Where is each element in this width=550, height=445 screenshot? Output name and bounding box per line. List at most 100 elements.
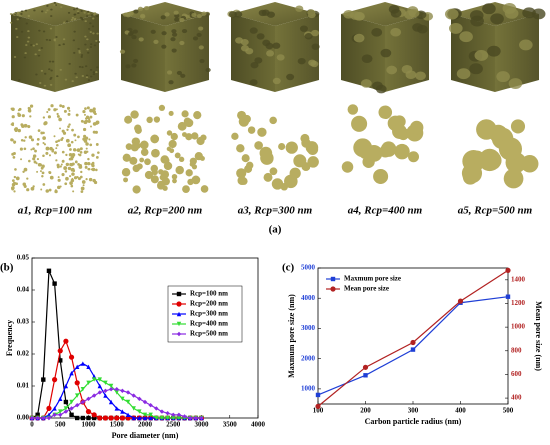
particle xyxy=(353,33,365,43)
particle xyxy=(24,9,28,12)
particle xyxy=(196,32,202,38)
x-tick-label: 1500 xyxy=(110,421,125,429)
slice-particle xyxy=(69,181,73,185)
slice-particle xyxy=(503,168,524,189)
particle xyxy=(307,9,316,16)
particle xyxy=(74,72,77,75)
cube-render xyxy=(341,2,434,94)
slice-particle xyxy=(37,129,41,133)
marker xyxy=(165,415,170,421)
particle xyxy=(310,60,319,68)
y-tick-label: 5000 xyxy=(301,264,316,272)
slice-particle xyxy=(42,136,46,140)
slice-particle xyxy=(347,104,359,115)
slice-particle xyxy=(22,182,27,186)
slice-particle xyxy=(122,153,131,162)
particle xyxy=(286,73,295,81)
legend-label: Rcp=500 nm xyxy=(190,330,228,338)
slice-particle xyxy=(19,147,23,151)
slice-particle xyxy=(54,189,58,194)
particle xyxy=(49,78,52,81)
slice-particle xyxy=(408,151,420,163)
slice-particle xyxy=(89,115,93,119)
slice-particle xyxy=(55,159,58,162)
slice-particle xyxy=(65,153,68,157)
particle xyxy=(13,12,16,15)
particle xyxy=(35,73,38,76)
particle xyxy=(9,21,13,24)
particle xyxy=(205,67,211,73)
particle xyxy=(18,17,21,20)
particle xyxy=(87,51,90,54)
y-tick-label: 1000 xyxy=(301,384,316,392)
slice-particle xyxy=(175,165,184,175)
particle xyxy=(46,4,49,7)
slice-particle xyxy=(520,155,539,173)
slice-particle xyxy=(373,168,389,184)
marker xyxy=(58,412,63,417)
particle xyxy=(276,54,285,61)
particle xyxy=(86,38,89,41)
particle xyxy=(390,27,402,37)
marker xyxy=(46,268,52,273)
slice-particle xyxy=(47,115,51,119)
slice-particle xyxy=(124,115,133,124)
slice-particle xyxy=(22,170,25,174)
x-tick-label: 3500 xyxy=(223,421,238,429)
marker xyxy=(176,415,182,421)
particle xyxy=(73,8,76,11)
y-tick-label: 4000 xyxy=(301,294,316,302)
slice-particle xyxy=(62,159,65,163)
slice-particle xyxy=(289,167,301,179)
slice-particle xyxy=(71,162,75,166)
x-axis-title: Pore diameter (nm) xyxy=(112,431,179,440)
y-tick-label: 3000 xyxy=(301,324,316,332)
particle xyxy=(84,43,87,46)
particle xyxy=(27,30,30,33)
particle xyxy=(228,11,237,18)
slice-particle xyxy=(56,165,60,169)
slice-particle xyxy=(13,141,16,144)
slice-particle xyxy=(26,177,29,180)
slice-particle xyxy=(200,156,205,161)
slice-particle xyxy=(132,164,140,173)
slice-particle xyxy=(68,123,71,126)
particle xyxy=(58,44,61,47)
slice-particle xyxy=(23,123,28,128)
marker xyxy=(97,383,102,389)
particle xyxy=(174,13,180,18)
particle xyxy=(144,6,150,11)
slice-particle xyxy=(151,169,158,176)
particle xyxy=(254,57,263,64)
x-tick-label: 100 xyxy=(313,407,324,415)
slice-particle xyxy=(157,181,165,190)
x-tick-label: 500 xyxy=(503,407,514,415)
marker xyxy=(69,412,74,417)
particle xyxy=(60,6,63,8)
slice-particle xyxy=(48,154,51,157)
particle xyxy=(40,10,44,13)
particle xyxy=(474,49,489,61)
series-line xyxy=(32,379,202,419)
slice-particle xyxy=(236,168,247,179)
cube-left xyxy=(121,14,165,92)
slice-particle xyxy=(293,154,307,168)
particle xyxy=(295,5,304,12)
slice-particle xyxy=(247,126,256,134)
rendering-label: a4, Rcp=400 nm xyxy=(348,205,423,217)
slice-particle xyxy=(41,174,44,178)
slice-particle xyxy=(69,148,72,151)
rendering-label: a5, Rcp=500 nm xyxy=(458,205,533,217)
marker xyxy=(131,415,136,421)
slice-particle xyxy=(61,173,65,177)
slice-particle xyxy=(231,132,239,141)
slice-particle xyxy=(158,169,164,175)
y-tick-label: 0.01 xyxy=(17,382,30,390)
particle xyxy=(125,12,131,17)
marker xyxy=(120,388,125,393)
particle xyxy=(354,11,365,21)
particle xyxy=(161,44,167,49)
slice-particle xyxy=(86,106,90,110)
particle xyxy=(51,60,55,63)
